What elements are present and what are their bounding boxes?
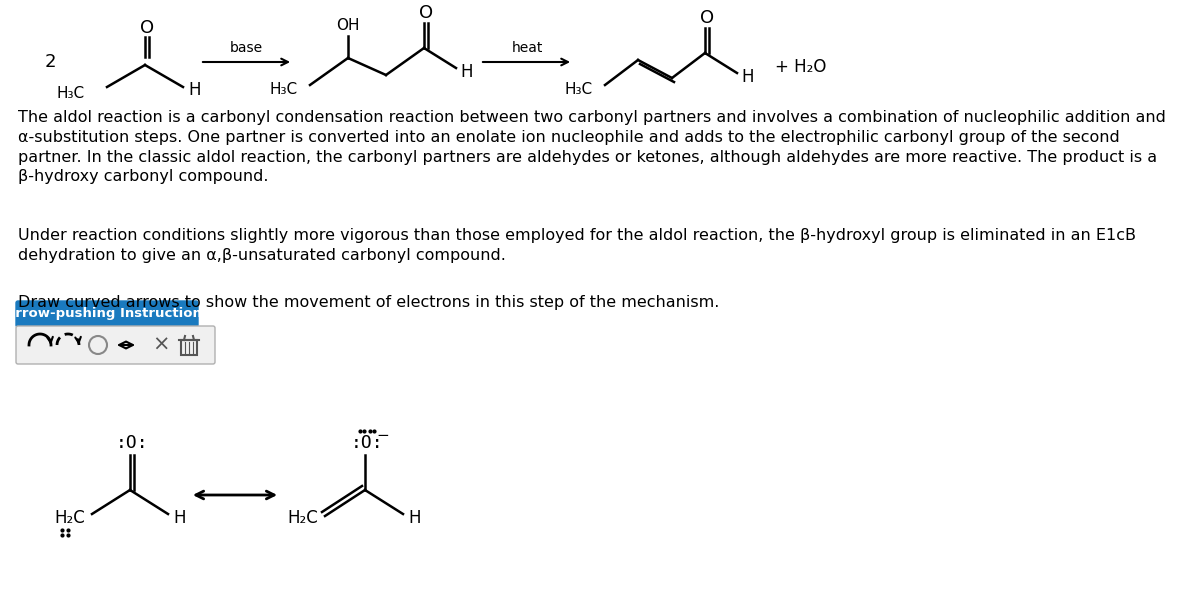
Text: The aldol reaction is a carbonyl condensation reaction between two carbonyl part: The aldol reaction is a carbonyl condens…: [18, 110, 1166, 184]
Text: + H₂O: + H₂O: [775, 58, 827, 76]
Text: O: O: [419, 4, 433, 22]
Text: :O:: :O:: [350, 434, 383, 452]
Text: H₃C: H₃C: [56, 86, 85, 100]
Text: H: H: [174, 509, 186, 527]
Text: Draw curved arrows to show the movement of electrons in this step of the mechani: Draw curved arrows to show the movement …: [18, 295, 719, 310]
Text: heat: heat: [511, 41, 542, 55]
Text: :O:: :O:: [115, 434, 149, 452]
Text: −: −: [377, 428, 389, 443]
FancyBboxPatch shape: [16, 326, 215, 364]
Text: H: H: [742, 68, 755, 86]
Text: 2: 2: [44, 53, 55, 71]
Text: H: H: [188, 81, 202, 99]
Text: H₂C: H₂C: [55, 509, 85, 527]
Text: OH: OH: [336, 19, 360, 33]
Text: Arrow-pushing Instructions: Arrow-pushing Instructions: [5, 307, 209, 321]
Text: H₂C: H₂C: [288, 509, 318, 527]
FancyBboxPatch shape: [16, 301, 198, 327]
Text: base: base: [229, 41, 263, 55]
Bar: [181, 340, 197, 355]
Text: H₃C: H₃C: [565, 83, 593, 97]
Text: H: H: [461, 63, 473, 81]
Text: O: O: [700, 9, 714, 27]
Text: H: H: [409, 509, 421, 527]
Text: H₃C: H₃C: [270, 83, 298, 97]
Text: ×: ×: [152, 335, 169, 355]
Text: O: O: [140, 19, 154, 37]
Text: Under reaction conditions slightly more vigorous than those employed for the ald: Under reaction conditions slightly more …: [18, 228, 1136, 263]
